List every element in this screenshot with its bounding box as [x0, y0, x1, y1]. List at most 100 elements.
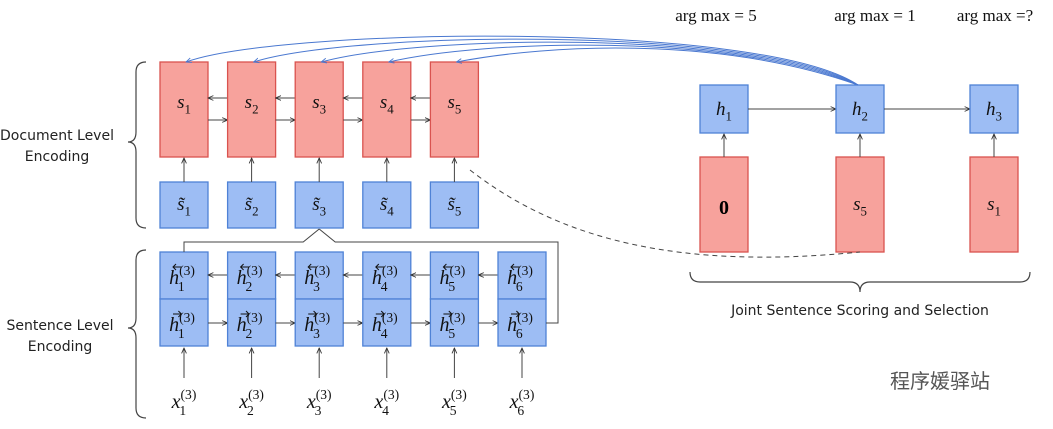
- symbol: h: [439, 267, 449, 289]
- math-label: h(3) 3: [304, 263, 330, 294]
- math-label: s̃2: [245, 194, 259, 219]
- attention: [186, 35, 859, 86]
- math-label: h(3) 2: [237, 310, 263, 341]
- superscript: (3): [451, 387, 467, 403]
- subscript: 4: [387, 102, 394, 117]
- vector-arrow: [307, 263, 317, 271]
- vector-arrow: [308, 310, 318, 318]
- cell: [362, 181, 412, 229]
- math-label: h3: [986, 99, 1002, 124]
- attention: [456, 47, 859, 86]
- superscript: (3): [449, 310, 465, 326]
- superscript: (3): [248, 387, 264, 403]
- symbol: h: [304, 314, 314, 336]
- math-label: s̃4: [380, 194, 394, 219]
- superscript: (3): [517, 263, 533, 279]
- subscript: 5: [860, 204, 866, 219]
- math-label: h(3) 5: [439, 263, 465, 294]
- vector-arrow: [173, 310, 183, 318]
- symbol: s̃: [380, 194, 389, 215]
- math-label: h(3) 4: [372, 310, 398, 341]
- symbol: h: [852, 99, 862, 120]
- subscript: 1: [184, 102, 190, 117]
- superscript: (3): [382, 310, 398, 326]
- cell: [159, 181, 209, 229]
- subscript: 3: [313, 326, 320, 341]
- symbol: x: [373, 391, 383, 413]
- subscript: 3: [315, 403, 322, 418]
- subscript: 1: [178, 279, 185, 294]
- vector-arrow: [510, 263, 520, 271]
- subscript: 6: [516, 279, 523, 294]
- superscript: (3): [314, 263, 330, 279]
- symbol: s: [987, 194, 994, 215]
- label: Encoding: [25, 149, 90, 165]
- symbol: x: [171, 391, 181, 413]
- argmax: arg max = 1: [834, 6, 916, 25]
- math-label: s̃5: [447, 194, 461, 219]
- cell: [159, 298, 209, 347]
- math-label: s2: [245, 92, 259, 117]
- subscript: 4: [382, 403, 389, 418]
- symbol: h: [507, 267, 517, 289]
- cell: [497, 251, 547, 300]
- cell: [969, 156, 1019, 253]
- vector-arrow: [375, 263, 385, 271]
- subscript: 1: [184, 204, 190, 219]
- math-label: x(3) 4: [373, 387, 399, 418]
- subscript: 1: [179, 403, 186, 418]
- math-label: 0: [719, 197, 729, 219]
- attention: [321, 41, 859, 86]
- vector-arrow: [375, 310, 385, 318]
- math-label: h1: [716, 99, 732, 124]
- symbol: x: [306, 391, 316, 413]
- math-label: h(3) 4: [372, 263, 398, 294]
- subscript: 2: [247, 403, 254, 418]
- symbol: h: [716, 99, 726, 120]
- math-label: h(3) 2: [237, 263, 263, 294]
- vector-arrow: [511, 310, 521, 318]
- subscript: 3: [320, 102, 326, 117]
- symbol: h: [372, 314, 382, 336]
- symbol: s: [447, 92, 454, 113]
- label: Encoding: [28, 339, 93, 355]
- math-label: x(3) 3: [306, 387, 332, 418]
- subscript: 2: [246, 279, 253, 294]
- cell: [429, 251, 480, 300]
- superscript: (3): [247, 263, 263, 279]
- math-label: h(3) 5: [439, 310, 465, 341]
- cell: [699, 156, 749, 253]
- subscript: 2: [246, 326, 253, 341]
- superscript: (3): [179, 263, 195, 279]
- cell: [226, 61, 277, 158]
- label: Sentence Level: [6, 318, 113, 334]
- symbol: h: [237, 267, 247, 289]
- dashed-link: [469, 169, 861, 258]
- connector: [183, 228, 320, 252]
- math-label: x(3) 5: [441, 387, 467, 418]
- vector-arrow: [172, 263, 182, 271]
- subscript: 5: [448, 279, 455, 294]
- argmax: arg max =?: [957, 6, 1033, 25]
- superscript: (3): [247, 310, 263, 326]
- label: Document Level: [0, 128, 114, 144]
- subscript: 4: [381, 279, 388, 294]
- symbol: h: [439, 314, 449, 336]
- superscript: (3): [517, 310, 533, 326]
- cell: [226, 298, 277, 347]
- vector-arrow: [443, 310, 453, 318]
- subscript: 1: [726, 109, 732, 124]
- superscript: (3): [519, 387, 535, 403]
- cell: [362, 61, 412, 158]
- cell: [159, 61, 209, 158]
- math-label: h(3) 1: [169, 310, 195, 341]
- math-label: s̃1: [177, 194, 191, 219]
- subscript: 5: [455, 102, 461, 117]
- cell: [835, 84, 885, 134]
- cell: [969, 84, 1019, 134]
- cell: [497, 298, 547, 347]
- cell: [429, 181, 480, 229]
- cell: [294, 61, 344, 158]
- cell: [362, 298, 412, 347]
- symbol: h: [169, 267, 179, 289]
